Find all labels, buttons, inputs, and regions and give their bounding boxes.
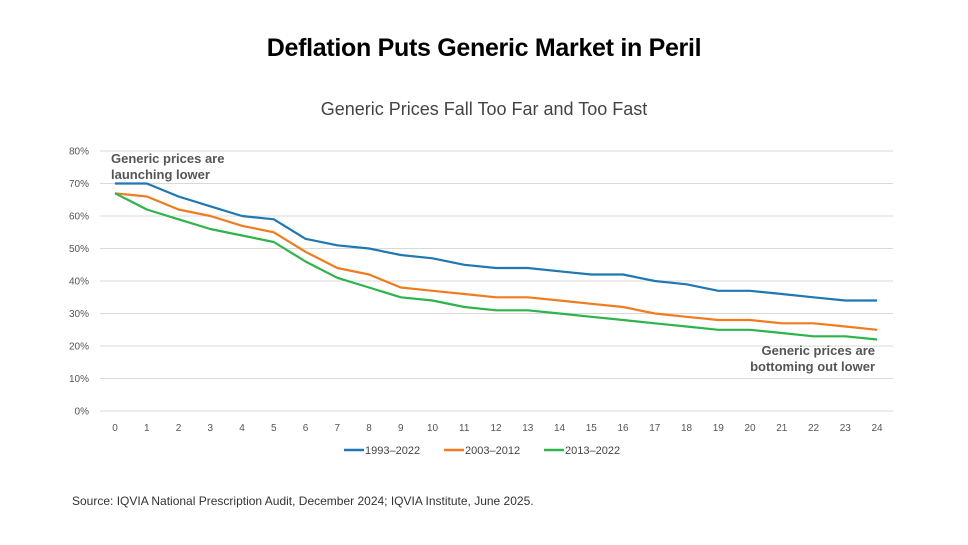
y-tick-label: 60% (69, 212, 89, 223)
x-tick-label: 11 (459, 423, 470, 434)
x-tick-label: 6 (303, 423, 309, 434)
page-title: Deflation Puts Generic Market in Peril (266, 34, 702, 62)
gridlines (100, 150, 893, 412)
x-tick-label: 13 (522, 423, 534, 434)
y-tick-label: 50% (69, 244, 89, 255)
series-lines (114, 182, 878, 341)
source-note: Source: IQVIA National Prescription Audi… (72, 494, 534, 508)
x-tick-label: 3 (207, 423, 213, 434)
x-tick-label: 12 (490, 423, 502, 434)
x-tick-label: 18 (681, 423, 693, 434)
x-tick-label: 21 (776, 423, 788, 434)
x-tick-label: 17 (649, 423, 661, 434)
y-tick-label: 20% (69, 342, 89, 353)
x-tick-label: 0 (112, 423, 118, 434)
x-tick-label: 5 (271, 423, 277, 434)
y-axis-ticks: 0% 10% 20% 30% 40% 50% 60% 70% 80% (69, 147, 89, 418)
annotations: Generic prices are launching lower Generic… (111, 151, 875, 374)
x-tick-label: 24 (871, 423, 883, 434)
legend-item: 1993–2022 (344, 445, 420, 457)
x-tick-label: 10 (427, 423, 439, 434)
series-line-2003-2012 (114, 192, 878, 331)
x-tick-label: 22 (808, 423, 820, 434)
legend-label: 2013–2022 (565, 445, 620, 457)
y-tick-label: 70% (69, 179, 89, 190)
x-tick-label: 15 (586, 423, 598, 434)
legend-label: 1993–2022 (365, 445, 420, 457)
x-tick-label: 16 (617, 423, 629, 434)
x-tick-label: 23 (840, 423, 852, 434)
x-tick-label: 19 (713, 423, 725, 434)
x-tick-label: 4 (239, 423, 245, 434)
x-tick-label: 8 (366, 423, 372, 434)
legend-item: 2013–2022 (544, 445, 620, 457)
y-tick-label: 0% (75, 407, 90, 418)
y-tick-label: 40% (69, 277, 89, 288)
legend-label: 2003–2012 (465, 445, 520, 457)
series-line-1993-2022 (115, 182, 877, 302)
annotation-launching-lower: Generic prices are launching lower (111, 151, 224, 182)
x-tick-label: 20 (744, 423, 756, 434)
y-tick-label: 30% (69, 309, 89, 320)
x-tick-label: 14 (554, 423, 566, 434)
x-tick-label: 1 (144, 423, 150, 434)
x-tick-label: 7 (334, 423, 340, 434)
legend-item: 2003–2012 (444, 445, 520, 457)
x-axis-ticks: 0 1 2 3 4 5 6 7 8 9 10 11 12 13 14 15 16 17 18 19 20 21 22 23 24 (112, 423, 883, 434)
x-tick-label: 9 (398, 423, 404, 434)
legend: 1993–2022 2003–2012 2013–2022 (344, 445, 620, 457)
x-tick-label: 2 (176, 423, 182, 434)
series-line-2013-2022 (114, 192, 878, 341)
chart-title: Generic Prices Fall Too Far and Too Fast (320, 99, 648, 119)
annotation-bottoming-out: Generic prices are bottoming out lower (750, 343, 875, 374)
y-tick-label: 80% (69, 147, 89, 158)
y-tick-label: 10% (69, 374, 89, 385)
